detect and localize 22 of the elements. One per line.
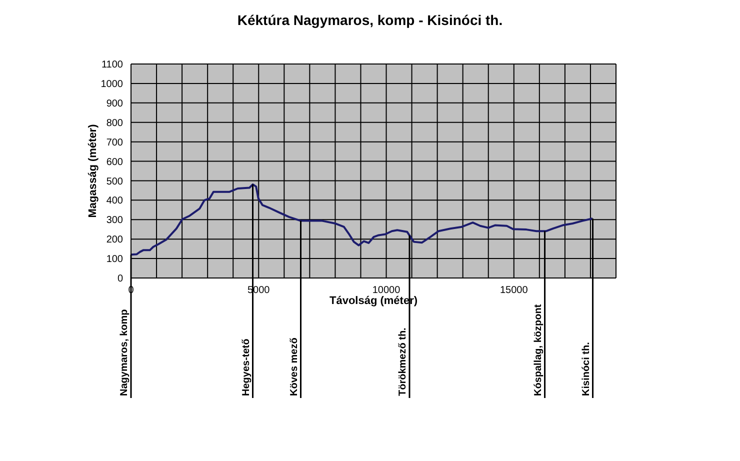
y-axis-title: Magasság (méter) <box>86 124 99 218</box>
y-tick-label: 900 <box>106 98 124 110</box>
y-tick-label: 600 <box>106 156 124 168</box>
x-tick-label: 10000 <box>372 285 401 296</box>
y-tick-label: 500 <box>106 176 124 188</box>
ref-line-label: Hegyes-tető <box>240 338 252 396</box>
y-tick-label: 700 <box>106 137 124 148</box>
y-tick-label: 0 <box>117 274 124 285</box>
ref-line-label: Köves mező <box>288 338 300 396</box>
chart-title: Kéktúra Nagymaros, komp - Kisinóci th. <box>236 12 504 28</box>
x-tick-label: 15000 <box>500 285 528 296</box>
y-tick-label: 1000 <box>100 79 124 90</box>
y-tick-label: 400 <box>106 196 124 207</box>
ref-line-label: Törökmező th. <box>397 327 408 396</box>
y-tick-label: 1100 <box>101 60 124 71</box>
y-tick-label: 300 <box>106 215 124 226</box>
ref-line-label: Nagymaros, komp <box>119 309 130 396</box>
ref-line-label: Kisinóci th. <box>580 342 592 396</box>
y-tick-label: 100 <box>106 254 124 266</box>
y-tick-label: 800 <box>106 118 124 129</box>
y-tick-label: 200 <box>106 234 124 246</box>
ref-line-label: Kóspallag, központ <box>532 304 544 396</box>
